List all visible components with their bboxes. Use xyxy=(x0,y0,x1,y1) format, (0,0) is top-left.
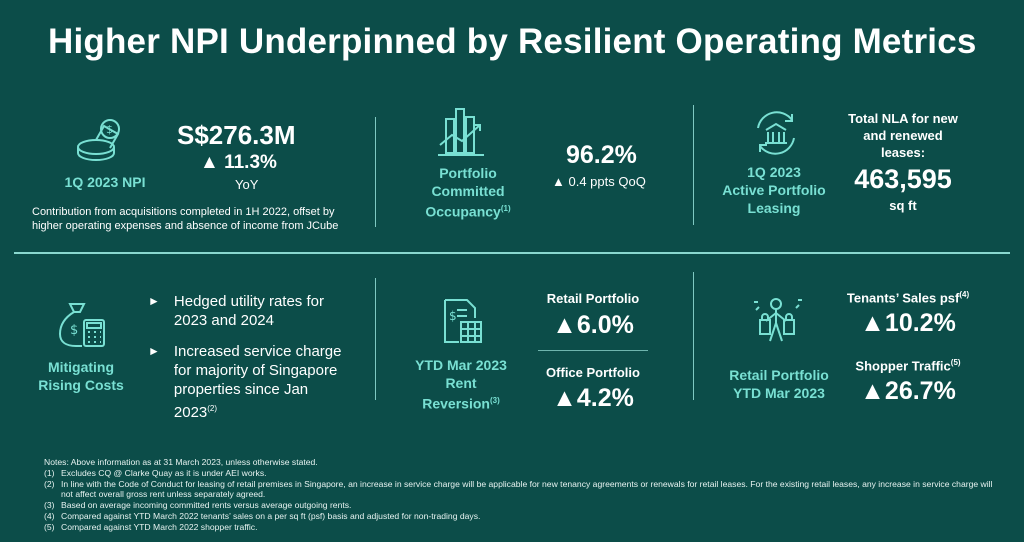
page-title: Higher NPI Underpinned by Resilient Oper… xyxy=(48,22,977,61)
retail-reversion-label: Retail Portfolio xyxy=(546,291,640,306)
section-divider xyxy=(14,252,1010,254)
divider-bottom-right xyxy=(693,272,694,400)
reversion-label: YTD Mar 2023 Rent Reversion(3) xyxy=(415,357,507,412)
svg-text:$: $ xyxy=(70,323,78,338)
footnote-3: (3) Based on average incoming committed r… xyxy=(44,500,352,511)
shopper-traffic-value: ▲26.7% xyxy=(860,377,956,405)
cost-bullet-1: ► Hedged utility rates for 2023 and 2024 xyxy=(148,293,324,329)
nla-value: 463,595 xyxy=(854,164,952,194)
building-cycle-icon xyxy=(750,110,802,156)
npi-label: 1Q 2023 NPI xyxy=(64,174,146,190)
tenant-sales-value: ▲10.2% xyxy=(860,309,956,337)
retail-label: Retail Portfolio YTD Mar 2023 xyxy=(729,367,829,401)
npi-change: ▲ 11.3% xyxy=(200,152,277,173)
moneybag-calculator-icon: $ xyxy=(56,300,108,350)
money-stack-icon: $ xyxy=(74,117,130,165)
occupancy-label: Portfolio Committed Occupancy(1) xyxy=(425,165,511,220)
invoice-spreadsheet-icon: $ xyxy=(441,298,485,346)
shopper-bags-icon xyxy=(752,296,804,348)
office-reversion-value: ▲4.2% xyxy=(552,384,634,412)
footnote-5: (5) Compared against YTD March 2022 shopp… xyxy=(44,521,258,532)
occupancy-value: 96.2% xyxy=(566,141,637,169)
npi-note: Contribution from acquisitions completed… xyxy=(32,206,339,232)
occupancy-change: ▲ 0.4 ppts QoQ xyxy=(552,174,646,189)
office-reversion-label: Office Portfolio xyxy=(546,365,640,380)
tenant-sales-label: Tenants’ Sales psf(4) xyxy=(846,290,970,306)
building-chart-icon xyxy=(436,105,486,159)
footnotes: Notes: Above information as at 31 March … xyxy=(44,457,994,533)
footnote-2: (2) In line with the Code of Conduct for … xyxy=(44,478,993,500)
nla-label: Total NLA for new and renewed leases: xyxy=(848,111,958,160)
shopper-traffic-label: Shopper Traffic(5) xyxy=(855,358,961,374)
npi-value: S$276.3M xyxy=(177,120,296,150)
footnote-1: (1) Excludes CQ @ Clarke Quay as it is un… xyxy=(44,467,267,478)
notes-header: Notes: Above information as at 31 March … xyxy=(44,457,318,467)
npi-change-period: YoY xyxy=(235,177,259,192)
divider-top-right xyxy=(693,105,694,225)
reversion-divider xyxy=(538,350,648,351)
divider-top-left xyxy=(375,117,376,227)
svg-text:$: $ xyxy=(106,123,113,136)
cost-bullet-2: ► Increased service charge for majority … xyxy=(148,343,342,421)
nla-unit: sq ft xyxy=(889,198,917,213)
divider-bottom-left xyxy=(375,278,376,400)
costs-label: Mitigating Rising Costs xyxy=(38,359,124,393)
footnote-4: (4) Compared against YTD March 2022 tenan… xyxy=(44,510,481,521)
retail-reversion-value: ▲6.0% xyxy=(552,311,634,339)
leasing-label: 1Q 2023 Active Portfolio Leasing xyxy=(722,164,826,216)
svg-text:$: $ xyxy=(449,309,457,323)
